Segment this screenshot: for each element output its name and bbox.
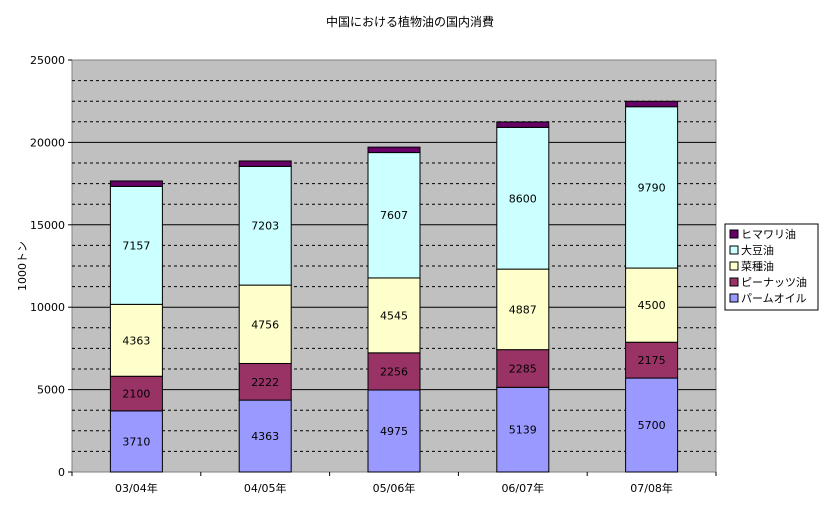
y-axis-title: 1000トン xyxy=(16,241,29,291)
bar-segment xyxy=(367,152,421,279)
y-tick-label: 20000 xyxy=(30,136,65,149)
x-tick-label: 04/05年 xyxy=(244,481,287,495)
x-tick-label: 03/04年 xyxy=(115,481,158,495)
data-label: 2100 xyxy=(122,388,150,401)
bar-segment xyxy=(496,126,550,270)
y-tick-label: 10000 xyxy=(30,301,65,314)
data-label: 4887 xyxy=(509,303,537,316)
y-axis: 0 5000 10000 15000 20000 25000 xyxy=(30,54,72,479)
bar-segment xyxy=(238,362,292,401)
legend-swatch xyxy=(729,229,739,239)
data-label: 7607 xyxy=(380,209,408,222)
x-tick-label: 06/07年 xyxy=(501,481,544,495)
legend-swatch xyxy=(729,293,739,303)
data-label: 4756 xyxy=(251,318,279,331)
bar-segment xyxy=(367,389,421,473)
legend-swatch xyxy=(729,245,739,255)
y-tick-label: 0 xyxy=(58,466,65,479)
bar-segment xyxy=(625,267,679,343)
bar-segment xyxy=(496,121,550,128)
gridlines xyxy=(72,80,716,452)
data-label: 4363 xyxy=(122,334,150,347)
y-tick-label: 15000 xyxy=(30,219,65,232)
legend-label: 菜種油 xyxy=(741,259,774,273)
legend-label: ヒマワリ油 xyxy=(741,227,796,241)
bar-segment xyxy=(367,277,421,354)
bar-segment xyxy=(109,185,163,305)
data-label: 7157 xyxy=(122,239,150,252)
bar-segment xyxy=(367,146,421,154)
bar-segment xyxy=(238,160,292,167)
bar-segment xyxy=(625,341,679,379)
y-tick-label: 5000 xyxy=(37,384,65,397)
legend-swatch xyxy=(729,277,739,287)
bar-segment xyxy=(625,377,679,473)
data-label: 2285 xyxy=(509,362,537,375)
data-label: 5700 xyxy=(638,419,666,432)
chart-title: 中国における植物油の国内消費 xyxy=(326,14,494,29)
x-axis: 03/04年 04/05年 05/06年 06/07年 07/08年 xyxy=(71,472,717,495)
bars: 3710 2100 4363 7157 4363 2222 4756 7203 4975 2256… xyxy=(109,100,679,473)
data-label: 7203 xyxy=(251,220,279,233)
data-label: 2256 xyxy=(380,365,408,378)
x-tick-label: 07/08年 xyxy=(630,481,673,495)
bar-segment xyxy=(496,386,550,473)
data-label: 4545 xyxy=(380,309,408,322)
legend-label: 大豆油 xyxy=(741,243,774,257)
bar-segment xyxy=(109,303,163,377)
x-tick-label: 05/06年 xyxy=(373,481,416,495)
bar-segment xyxy=(496,349,550,388)
legend-label: パームオイル xyxy=(741,292,807,305)
legend-label: ピーナッツ油 xyxy=(741,275,807,289)
data-label: 2222 xyxy=(251,376,279,389)
bar-segment xyxy=(238,284,292,364)
bar-segment xyxy=(109,180,163,187)
data-label: 5139 xyxy=(509,424,537,437)
data-label: 4975 xyxy=(380,425,408,438)
y-tick-label: 25000 xyxy=(30,54,65,67)
bar-segment xyxy=(625,100,679,108)
bar-segment xyxy=(496,268,550,351)
bar-segment xyxy=(238,165,292,286)
legend-swatch xyxy=(729,261,739,271)
data-label: 3710 xyxy=(122,435,150,448)
data-label: 2175 xyxy=(638,354,666,367)
bar-segment xyxy=(109,410,163,473)
data-label: 8600 xyxy=(509,192,537,205)
data-label: 4363 xyxy=(251,430,279,443)
data-label: 9790 xyxy=(638,181,666,194)
bar-segment xyxy=(238,399,292,473)
data-label: 4500 xyxy=(638,299,666,312)
legend-box xyxy=(724,223,819,311)
